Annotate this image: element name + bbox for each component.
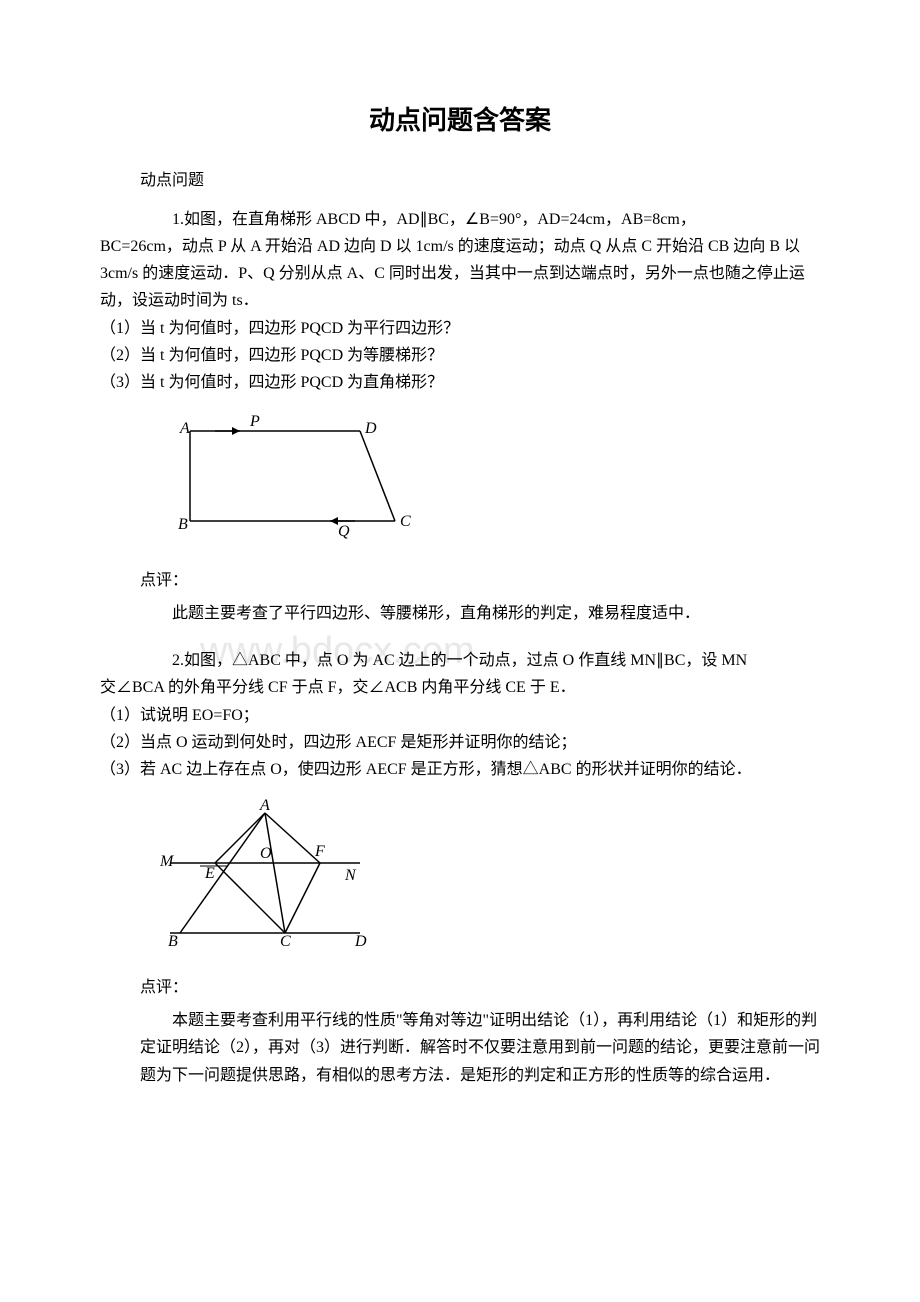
figure1-container: A P D B Q C [160, 411, 820, 541]
page-title: 动点问题含答案 [100, 100, 820, 137]
problem1-q1: （1）当 t 为何值时，四边形 PQCD 为平行四边形？ [100, 315, 820, 342]
problem2-line2: 交∠BCA 的外角平分线 CF 于点 F，交∠ACB 内角平分线 CE 于 E． [100, 674, 820, 701]
svg-text:B: B [178, 516, 188, 533]
problem2-line1: 2.如图，△ABC 中，点 O 为 AC 边上的一个动点，过点 O 作直线 MN… [140, 647, 820, 674]
comment2-label: 点评： [140, 973, 820, 997]
problem2-q3: （3）若 AC 边上存在点 O，使四边形 AECF 是正方形，猜想△ABC 的形… [100, 756, 820, 783]
svg-text:B: B [168, 933, 178, 948]
svg-text:N: N [344, 867, 357, 884]
problem1-line1: 1.如图，在直角梯形 ABCD 中，AD∥BC，∠B=90°，AD=24cm，A… [140, 206, 820, 233]
problem1-line2: BC=26cm，动点 P 从 A 开始沿 AD 边向 D 以 1cm/s 的速度… [100, 233, 820, 315]
svg-text:A: A [179, 420, 190, 437]
svg-text:C: C [280, 933, 291, 948]
svg-text:O: O [260, 845, 272, 862]
figure2-triangle: A M E O F N B C D [160, 798, 380, 948]
svg-text:A: A [259, 798, 270, 814]
svg-text:C: C [400, 513, 411, 530]
problem2-q1: （1）试说明 EO=FO； [100, 702, 820, 729]
figure2-container: A M E O F N B C D [160, 798, 820, 948]
svg-text:E: E [204, 865, 215, 882]
comment1-text: 此题主要考查了平行四边形、等腰梯形，直角梯形的判定，难易程度适中． [140, 600, 820, 627]
svg-text:M: M [160, 853, 175, 870]
svg-text:F: F [314, 843, 325, 860]
problem1-q3: （3）当 t 为何值时，四边形 PQCD 为直角梯形？ [100, 369, 820, 396]
svg-text:D: D [364, 420, 377, 437]
problem2-q2: （2）当点 O 运动到何处时，四边形 AECF 是矩形并证明你的结论； [100, 729, 820, 756]
figure1-trapezoid: A P D B Q C [160, 411, 420, 541]
comment2-text: 本题主要考查利用平行线的性质"等角对等边"证明出结论（1），再利用结论（1）和矩… [140, 1007, 820, 1089]
section-heading: 动点问题 [140, 167, 820, 196]
problem1-q2: （2）当 t 为何值时，四边形 PQCD 为等腰梯形？ [100, 342, 820, 369]
svg-text:Q: Q [338, 523, 350, 540]
svg-text:D: D [354, 933, 367, 948]
svg-text:P: P [249, 413, 260, 430]
comment1-label: 点评： [140, 566, 820, 590]
